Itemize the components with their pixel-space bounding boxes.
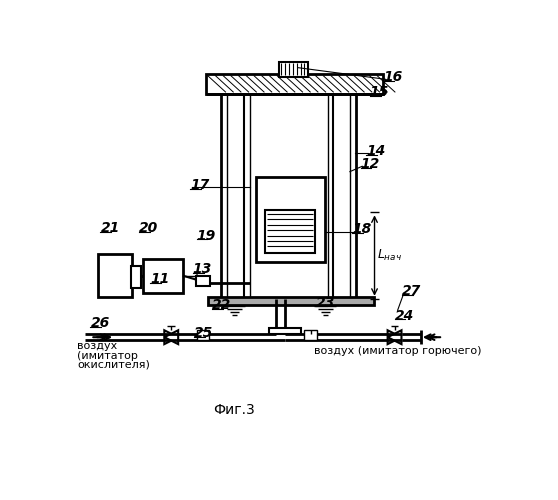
Polygon shape [102,265,112,280]
Text: 12: 12 [360,157,380,171]
Text: 13: 13 [193,262,212,276]
Bar [206,74,383,94]
Bar [279,62,309,77]
Text: 26: 26 [90,316,109,330]
Bar [196,330,209,340]
Text: 17: 17 [190,178,210,192]
Text: $L_{нач}$: $L_{нач}$ [377,248,402,263]
Polygon shape [388,330,401,344]
Text: воздух (имитатор горючего): воздух (имитатор горючего) [314,346,481,356]
Bar [196,276,210,285]
Text: 24: 24 [395,308,414,322]
Text: 18: 18 [352,222,372,236]
Text: 25: 25 [194,326,214,340]
Polygon shape [388,330,401,344]
Text: 11: 11 [151,272,170,286]
Text: 23: 23 [316,296,335,310]
Text: 20: 20 [139,221,158,235]
Text: окислителя): окислителя) [78,360,150,370]
Bar [305,330,317,340]
Text: 27: 27 [402,284,421,298]
Bar [265,210,315,252]
Text: (имитатор: (имитатор [78,350,138,360]
Polygon shape [164,330,178,344]
Text: 15: 15 [370,86,389,100]
Bar [208,297,374,305]
Polygon shape [164,330,178,344]
Text: 21: 21 [100,221,119,235]
Text: 16: 16 [383,70,402,84]
Bar [143,258,183,294]
Text: 14: 14 [366,144,386,158]
Bar [256,177,325,262]
Text: воздух: воздух [78,342,118,351]
Bar [98,254,132,297]
Text: 19: 19 [196,228,216,242]
Bar [131,266,141,288]
Text: Фиг.3: Фиг.3 [214,404,256,417]
Bar [269,328,301,334]
Text: 22: 22 [212,298,232,312]
